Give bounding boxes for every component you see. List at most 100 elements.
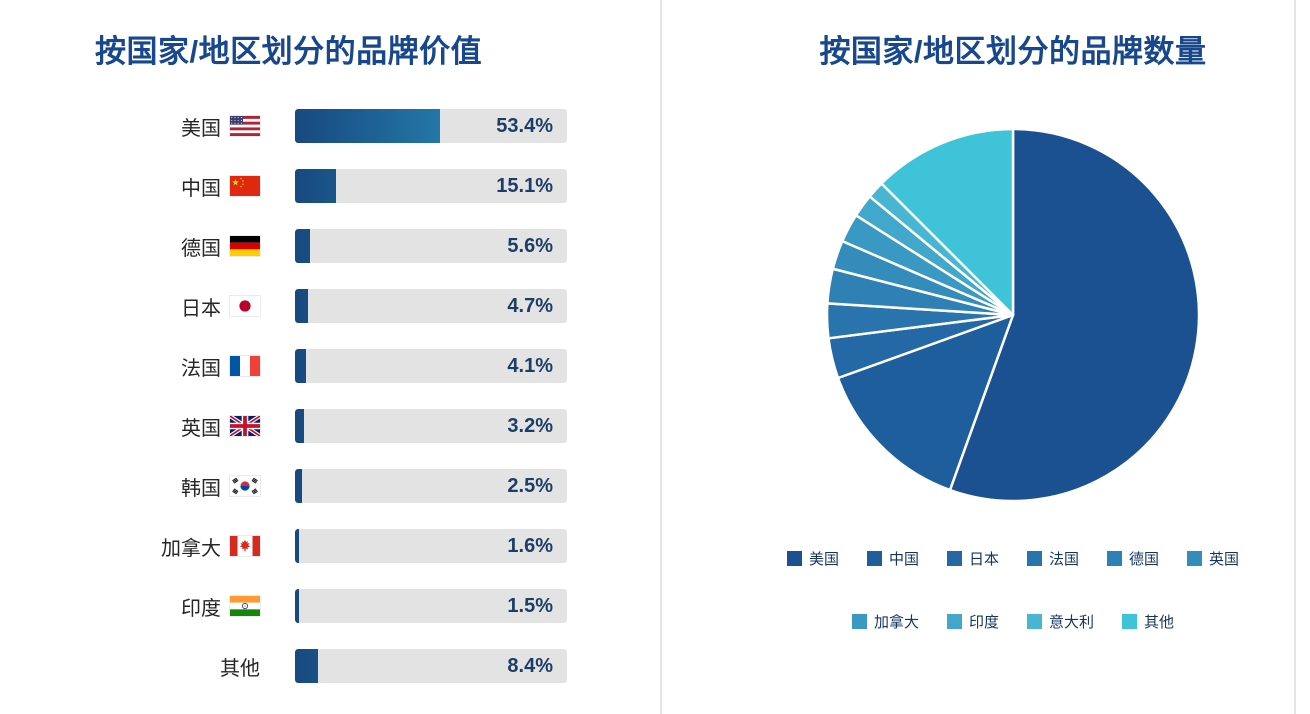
bar-row: 其他 8.4% — [95, 649, 660, 683]
bar-fill — [295, 409, 304, 443]
bar-chart-rows: 美国 53.4% 中国 15.1% 德国 5.6% 日本 4.7% 法国 4.1% 英国 3.2% 韩国… — [95, 109, 660, 683]
bar-row: 韩国 2.5% — [95, 469, 660, 503]
country-label: 韩国 — [181, 477, 221, 500]
ca-flag-icon — [230, 536, 260, 556]
pie-slice-2 — [836, 313, 1015, 492]
legend-item: 印度 — [946, 611, 999, 632]
country-label: 其他 — [220, 657, 260, 680]
bar-row: 法国 4.1% — [95, 349, 660, 383]
legend-swatch — [1027, 551, 1042, 566]
legend-item: 德国 — [1107, 548, 1159, 569]
legend-row: 美国 中国 日本 法国 德国 英国 — [716, 548, 1310, 569]
bar-track: 5.6% — [295, 229, 567, 263]
bar-track: 4.1% — [295, 349, 567, 383]
brand-count-panel: 按国家/地区划分的品牌数量 美国 中国 日本 法国 德国 英国 加拿大 印度 意大利 其他 — [662, 0, 1310, 714]
pie-slice-10 — [880, 127, 1015, 317]
legend-label: 加拿大 — [873, 614, 919, 631]
bar-value-label: 2.5% — [507, 475, 553, 497]
legend-label: 中国 — [888, 551, 919, 568]
bar-row: 德国 5.6% — [95, 229, 660, 263]
legend-item: 其他 — [1122, 611, 1174, 632]
bar-label-area: 德国 — [95, 232, 260, 261]
bar-track: 3.2% — [295, 409, 567, 443]
country-label: 法国 — [181, 357, 221, 380]
legend-item: 法国 — [1027, 548, 1079, 569]
bar-label-area: 中国 — [95, 172, 260, 201]
bar-fill — [295, 589, 300, 623]
bar-value-label: 8.4% — [507, 655, 553, 677]
bar-fill — [295, 349, 307, 383]
bar-label-area: 其他 — [95, 652, 260, 681]
bar-fill — [295, 229, 311, 263]
legend-swatch — [1122, 614, 1138, 629]
jp-flag-icon — [230, 296, 260, 316]
pie-slice-1 — [948, 127, 1201, 503]
bar-fill — [295, 469, 302, 503]
country-label: 德国 — [181, 237, 221, 260]
bar-track: 8.4% — [295, 649, 567, 683]
legend-item: 意大利 — [1027, 611, 1094, 632]
legend-label: 法国 — [1049, 551, 1080, 568]
country-label: 英国 — [181, 417, 221, 440]
bar-fill — [295, 109, 441, 143]
bar-track: 15.1% — [295, 169, 567, 203]
bar-row: 加拿大 1.6% — [95, 529, 660, 563]
pie-chart — [825, 127, 1201, 503]
country-label: 印度 — [181, 597, 221, 620]
bar-track: 1.6% — [295, 529, 567, 563]
bar-track: 2.5% — [295, 469, 567, 503]
right-edge-divider — [1294, 0, 1296, 714]
bar-value-label: 4.1% — [507, 355, 553, 377]
bar-fill — [295, 169, 337, 203]
bar-track: 53.4% — [295, 109, 567, 143]
bar-label-area: 加拿大 — [95, 532, 260, 561]
pie-legend: 美国 中国 日本 法国 德国 英国加拿大 印度 意大利 其他 — [716, 548, 1310, 632]
bar-label-area: 韩国 — [95, 472, 260, 501]
bar-value-label: 5.6% — [507, 235, 553, 257]
legend-swatch — [946, 614, 962, 629]
bar-row: 美国 53.4% — [95, 109, 660, 143]
bar-fill — [295, 529, 300, 563]
brand-value-panel: 按国家/地区划分的品牌价值 美国 53.4% 中国 15.1% 德国 5.6% 日本 4.7%… — [95, 34, 660, 683]
center-divider — [660, 0, 662, 714]
legend-label: 美国 — [808, 551, 839, 568]
bar-row: 日本 4.7% — [95, 289, 660, 323]
legend-item: 加拿大 — [851, 611, 919, 632]
brand-value-title: 按国家/地区划分的品牌价值 — [95, 34, 483, 69]
country-label: 中国 — [181, 177, 221, 200]
legend-label: 英国 — [1209, 551, 1240, 568]
country-label: 加拿大 — [161, 537, 221, 560]
bar-fill — [295, 289, 308, 323]
bar-track: 4.7% — [295, 289, 567, 323]
pie-wrap — [716, 127, 1310, 508]
legend-swatch — [1107, 551, 1123, 566]
legend-label: 日本 — [968, 551, 999, 568]
bar-value-label: 1.6% — [507, 535, 553, 557]
bar-value-label: 53.4% — [496, 115, 553, 137]
us-flag-icon — [230, 116, 260, 136]
bar-row: 英国 3.2% — [95, 409, 660, 443]
bar-label-area: 日本 — [95, 292, 260, 321]
legend-label: 意大利 — [1049, 614, 1095, 631]
legend-item: 日本 — [946, 548, 999, 569]
bar-value-label: 1.5% — [507, 595, 553, 617]
country-label: 日本 — [181, 297, 221, 320]
cn-flag-icon — [230, 176, 260, 196]
bar-row: 印度 1.5% — [95, 589, 660, 623]
legend-item: 中国 — [866, 548, 919, 569]
legend-swatch — [1027, 614, 1042, 629]
legend-label: 德国 — [1129, 551, 1160, 568]
legend-label: 其他 — [1144, 614, 1175, 631]
legend-item: 美国 — [786, 548, 839, 569]
legend-label: 印度 — [968, 614, 999, 631]
bar-fill — [295, 649, 318, 683]
legend-row: 加拿大 印度 意大利 其他 — [716, 611, 1310, 632]
fr-flag-icon — [230, 356, 260, 376]
gb-flag-icon — [230, 416, 260, 436]
legend-swatch — [1187, 551, 1203, 566]
legend-swatch — [946, 551, 962, 566]
kr-flag-icon — [230, 476, 260, 496]
bar-track: 1.5% — [295, 589, 567, 623]
legend-swatch — [786, 551, 802, 566]
